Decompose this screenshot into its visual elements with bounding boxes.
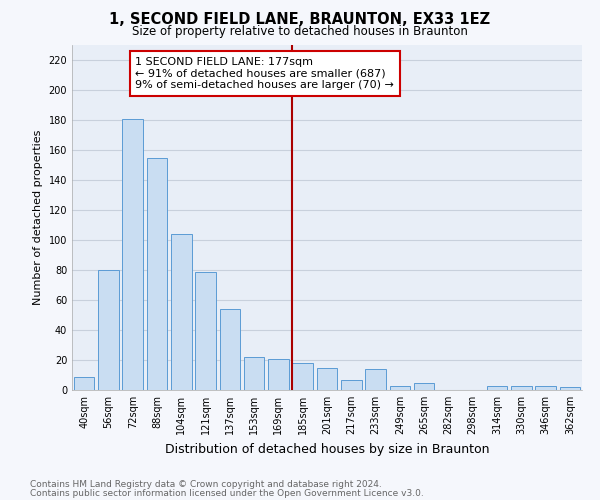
Bar: [317, 368, 337, 390]
Bar: [122, 118, 143, 390]
Bar: [389, 386, 410, 390]
Text: Size of property relative to detached houses in Braunton: Size of property relative to detached ho…: [132, 25, 468, 38]
Bar: [220, 309, 240, 390]
Text: 1 SECOND FIELD LANE: 177sqm
← 91% of detached houses are smaller (687)
9% of sem: 1 SECOND FIELD LANE: 177sqm ← 91% of det…: [135, 57, 394, 90]
Bar: [146, 158, 167, 390]
Y-axis label: Number of detached properties: Number of detached properties: [33, 130, 43, 305]
Bar: [560, 387, 580, 390]
Bar: [535, 386, 556, 390]
X-axis label: Distribution of detached houses by size in Braunton: Distribution of detached houses by size …: [165, 442, 489, 456]
Bar: [244, 357, 265, 390]
Bar: [292, 363, 313, 390]
Bar: [487, 386, 508, 390]
Bar: [195, 272, 216, 390]
Text: 1, SECOND FIELD LANE, BRAUNTON, EX33 1EZ: 1, SECOND FIELD LANE, BRAUNTON, EX33 1EZ: [109, 12, 491, 28]
Bar: [171, 234, 191, 390]
Bar: [341, 380, 362, 390]
Bar: [511, 386, 532, 390]
Bar: [414, 382, 434, 390]
Bar: [365, 369, 386, 390]
Bar: [268, 358, 289, 390]
Text: Contains public sector information licensed under the Open Government Licence v3: Contains public sector information licen…: [30, 488, 424, 498]
Text: Contains HM Land Registry data © Crown copyright and database right 2024.: Contains HM Land Registry data © Crown c…: [30, 480, 382, 489]
Bar: [74, 376, 94, 390]
Bar: [98, 270, 119, 390]
